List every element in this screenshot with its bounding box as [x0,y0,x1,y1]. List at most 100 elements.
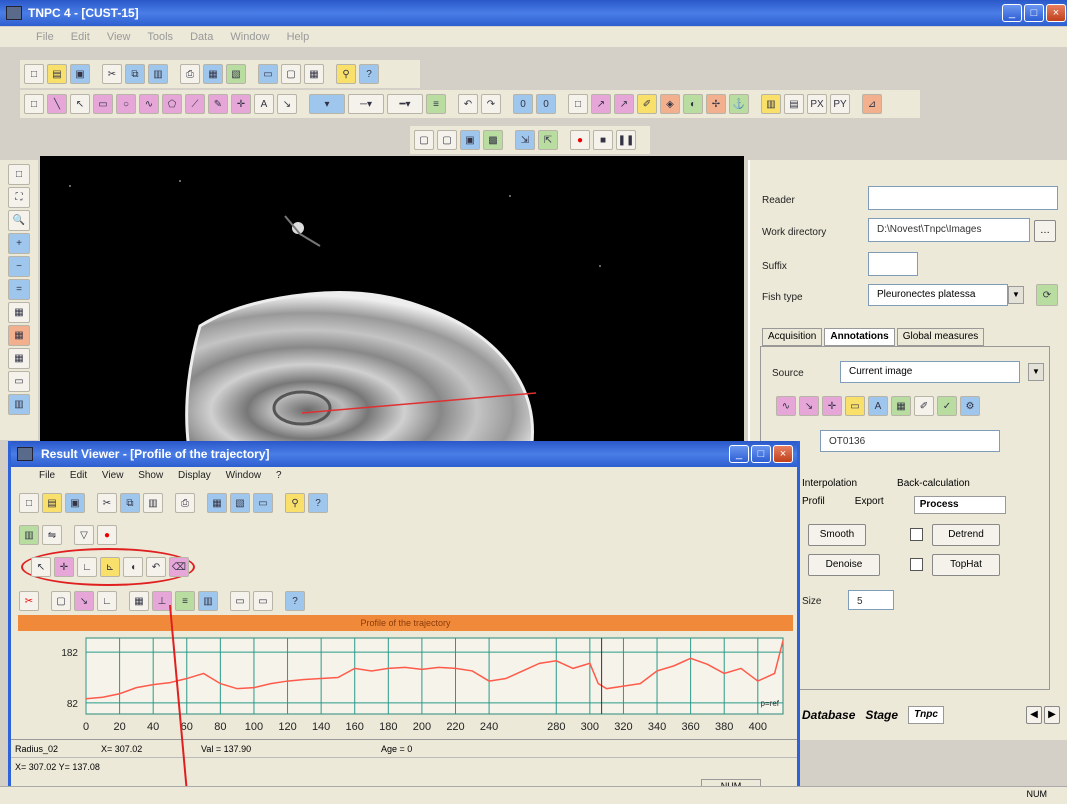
frame-icon[interactable]: ▢ [281,64,301,84]
close-button[interactable]: × [1046,4,1066,22]
polygon-icon[interactable]: ⬠ [162,94,182,114]
measure-icon[interactable]: ↘ [277,94,297,114]
settings-annot-icon[interactable]: ⚙ [960,396,980,416]
rv-blank-icon[interactable]: ▭ [230,591,250,611]
rv-pointer-icon[interactable]: ↖ [31,557,51,577]
curve-icon[interactable]: ∿ [139,94,159,114]
freehand-icon[interactable]: ✎ [208,94,228,114]
rv-cut2-icon[interactable]: ✂ [19,591,39,611]
rv-marker-icon[interactable]: ◖ [123,557,143,577]
reader-input[interactable] [868,186,1058,210]
denoise-button[interactable]: Denoise [808,554,880,576]
rv-crosshair-icon[interactable]: ✛ [54,557,74,577]
camera-icon[interactable]: ▣ [460,130,480,150]
point-annot-icon[interactable]: ✛ [822,396,842,416]
rv-chart-icon[interactable]: ▥ [198,591,218,611]
paste-icon[interactable]: ▥ [148,64,168,84]
fishtype-select[interactable]: Pleuronectes platessa [868,284,1008,306]
menu-data[interactable]: Data [190,31,214,43]
rv-erase-icon[interactable]: ⌫ [169,557,189,577]
scroll-left-button[interactable]: ◀ [1026,706,1042,724]
rv-menu-edit[interactable]: Edit [69,470,88,481]
rv-new-icon[interactable]: □ [19,493,39,513]
crop-icon[interactable]: □ [568,94,588,114]
scroll-right-button[interactable]: ▶ [1044,706,1060,724]
rv-link-icon[interactable]: ⇋ [42,525,62,545]
line-style-dropdown[interactable]: ─▾ [348,94,384,114]
tab-annotations[interactable]: Annotations [824,328,895,346]
rv-layer-icon[interactable]: ≡ [175,591,195,611]
maximize-button[interactable]: □ [1024,4,1044,22]
rv-help-icon[interactable]: ? [308,493,328,513]
tab-interpolation[interactable]: Interpolation [802,478,858,489]
rv-trace2-icon[interactable]: ⊥ [152,591,172,611]
polyline-icon[interactable]: ⟋ [185,94,205,114]
ellipse-icon[interactable]: ○ [116,94,136,114]
erase-icon[interactable]: ◈ [660,94,680,114]
color-dropdown[interactable]: ▾ [309,94,345,114]
undo-icon[interactable]: ↶ [458,94,478,114]
rv-grid-icon[interactable]: ▦ [129,591,149,611]
rv-axis-icon[interactable]: ∟ [77,557,97,577]
video-icon[interactable]: ▩ [483,130,503,150]
detrend-button[interactable]: Detrend [932,524,1000,546]
rv-open-icon[interactable]: ▤ [42,493,62,513]
curve-annot-icon[interactable]: ∿ [776,396,796,416]
zoom-reset-icon[interactable]: = [8,279,30,300]
menu-file[interactable]: File [36,31,54,43]
pin-icon[interactable]: ⚲ [336,64,356,84]
text-annot-icon[interactable]: A [868,396,888,416]
rv-help2-icon[interactable]: ? [285,591,305,611]
arrow-icon[interactable]: ↖ [70,94,90,114]
rv-menu-help[interactable]: ? [275,470,282,481]
size-input[interactable]: 5 [848,590,894,610]
rv-window-icon[interactable]: ▭ [253,493,273,513]
tile2-icon[interactable]: ▦ [8,348,30,369]
cut-icon[interactable]: ✂ [102,64,122,84]
copy-icon[interactable]: ⧉ [125,64,145,84]
rv-paste-image-icon[interactable]: ▧ [230,493,250,513]
refresh-icon[interactable]: ⟳ [1036,284,1058,306]
rv-menu-show[interactable]: Show [138,470,164,481]
anchor-icon[interactable]: ⚓ [729,94,749,114]
menu-view[interactable]: View [106,31,131,43]
detrend-checkbox[interactable] [910,528,923,541]
tile-icon[interactable]: ▦ [8,302,30,323]
open-icon[interactable]: ▤ [47,64,67,84]
px2-icon[interactable]: PY [830,94,850,114]
tab-database[interactable]: Database [802,708,856,722]
rv-copy-image-icon[interactable]: ▦ [207,493,227,513]
source-chevron-icon[interactable]: ▼ [1028,363,1044,381]
fill-icon[interactable]: ◐ [683,94,703,114]
zero-b-icon[interactable]: 0 [536,94,556,114]
menu-window[interactable]: Window [230,31,270,43]
suffix-input[interactable] [868,252,918,276]
brush-icon[interactable]: ✐ [914,396,934,416]
point-icon[interactable]: ✛ [231,94,251,114]
rv-blank2-icon[interactable]: ▭ [253,591,273,611]
stop-icon[interactable]: ■ [593,130,613,150]
chevron-down-icon[interactable]: ▼ [1008,286,1024,304]
capture-icon[interactable]: ▢ [414,130,434,150]
rv-menu-window[interactable]: Window [225,470,262,481]
rv-stop-icon[interactable]: ● [97,525,117,545]
paste-image-icon[interactable]: ▧ [226,64,246,84]
chart-icon[interactable]: ▥ [761,94,781,114]
smooth-button[interactable]: Smooth [808,524,866,546]
menu-help[interactable]: Help [286,31,310,43]
rv-page-icon[interactable]: ▢ [51,591,71,611]
image-canvas[interactable] [40,156,744,446]
menu-edit[interactable]: Edit [70,31,90,43]
tab-profil[interactable]: Profil [802,496,825,507]
save-icon[interactable]: ▣ [70,64,90,84]
rv-book-icon[interactable]: ▥ [19,525,39,545]
layer-v-icon[interactable]: ▭ [8,371,30,392]
copy-image-icon[interactable]: ▦ [203,64,223,84]
table-icon[interactable]: ▤ [784,94,804,114]
rv-undo-icon[interactable]: ↶ [146,557,166,577]
tab-export[interactable]: Export [854,496,884,507]
zero-icon[interactable]: 0 [513,94,533,114]
select-rect-icon[interactable]: □ [24,94,44,114]
rv-menu-view[interactable]: View [101,470,124,481]
workdir-input[interactable]: D:\Novest\Tnpc\Images [868,218,1030,242]
